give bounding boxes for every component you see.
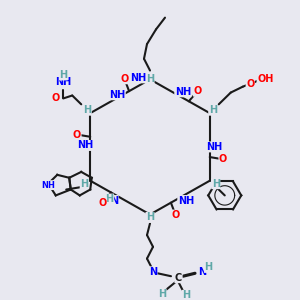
Text: NH: NH — [175, 87, 191, 97]
Text: H: H — [212, 179, 220, 189]
Text: H: H — [158, 289, 166, 299]
Text: O: O — [246, 79, 254, 89]
Text: O: O — [171, 210, 180, 220]
Text: O: O — [120, 74, 129, 84]
Text: H: H — [146, 74, 154, 84]
Text: NH: NH — [41, 181, 55, 190]
Text: N: N — [110, 196, 118, 206]
Text: O: O — [194, 86, 202, 96]
Text: H: H — [80, 179, 88, 189]
Text: O: O — [98, 198, 106, 208]
Text: H: H — [146, 212, 154, 222]
Text: NH: NH — [78, 140, 94, 151]
Text: NH: NH — [206, 142, 222, 152]
Text: C: C — [175, 273, 182, 283]
Text: NH: NH — [130, 73, 146, 83]
Text: H: H — [209, 105, 217, 115]
Text: O: O — [73, 130, 81, 140]
Text: OH: OH — [257, 74, 273, 84]
Text: O: O — [52, 93, 60, 103]
Text: N: N — [198, 267, 207, 277]
Text: H: H — [182, 290, 190, 300]
Text: NH: NH — [55, 77, 71, 87]
Text: N: N — [149, 267, 157, 277]
Text: O: O — [219, 154, 227, 164]
Text: NH: NH — [178, 196, 194, 206]
Text: H: H — [83, 105, 91, 115]
Text: NH: NH — [109, 90, 125, 100]
Text: H: H — [204, 262, 213, 272]
Text: H: H — [106, 194, 114, 204]
Text: H: H — [59, 70, 67, 80]
